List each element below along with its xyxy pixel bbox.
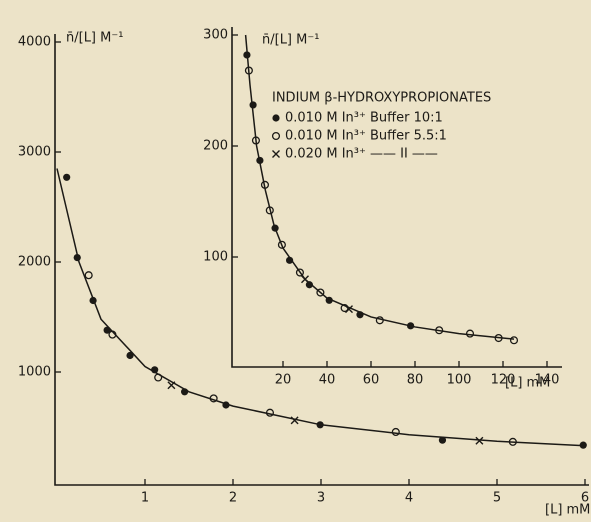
data-point	[305, 281, 313, 289]
x-tick-label: 5	[493, 491, 501, 506]
x-tick-label: 100	[447, 373, 472, 388]
x-tick-label: 20	[275, 373, 292, 388]
x-tick-label: 6	[581, 491, 589, 506]
legend-title: INDIUM β-HYDROXYPROPIONATES	[272, 91, 491, 106]
data-point	[509, 336, 519, 345]
x-tick-label: 40	[319, 373, 336, 388]
x-tick-label: 80	[407, 373, 424, 388]
x-tick-label: 3	[317, 491, 325, 506]
x-axis-label: [L] mM	[545, 503, 590, 518]
data-point	[316, 288, 325, 297]
data-point	[391, 427, 400, 437]
y-axis-label: n̄/[L] M⁻¹	[262, 33, 319, 48]
y-tick-label: 2000	[18, 255, 51, 270]
data-point	[84, 271, 93, 280]
legend-label: 0.010 M In³⁺ Buffer 5.5:1	[285, 129, 447, 144]
legend-marker	[272, 150, 280, 158]
legend-label: 0.020 M In³⁺ —— II ——	[285, 147, 438, 162]
x-tick-label: 4	[405, 491, 413, 506]
legend-label: 0.010 M In³⁺ Buffer 10:1	[285, 111, 443, 126]
data-point	[295, 268, 304, 277]
y-tick-label: 200	[203, 139, 228, 154]
data-point	[63, 173, 71, 181]
data-point	[277, 240, 286, 249]
x-tick-label: 1	[141, 491, 149, 506]
y-axis-label: n̄/[L] M⁻¹	[66, 31, 123, 46]
legend-marker	[271, 131, 281, 141]
y-tick-label: 4000	[18, 35, 51, 50]
y-tick-label: 3000	[18, 145, 51, 160]
fit-curve	[244, 34, 515, 340]
axes	[231, 27, 562, 368]
fit-curve	[56, 168, 586, 447]
x-tick-label: 60	[363, 373, 380, 388]
x-tick-label: 120	[491, 373, 516, 388]
y-tick-label: 1000	[18, 365, 51, 380]
data-point	[475, 436, 484, 445]
x-axis-label: [L] mM	[505, 376, 550, 391]
legend-marker	[272, 114, 280, 122]
data-point	[438, 436, 447, 444]
y-tick-label: 100	[203, 250, 228, 265]
axes	[54, 34, 589, 486]
x-tick-label: 140	[535, 373, 560, 388]
x-tick-label: 2	[229, 491, 237, 506]
y-tick-label: 300	[203, 28, 228, 43]
data-point	[465, 329, 475, 338]
data-point	[286, 256, 294, 264]
data-point	[126, 351, 134, 360]
